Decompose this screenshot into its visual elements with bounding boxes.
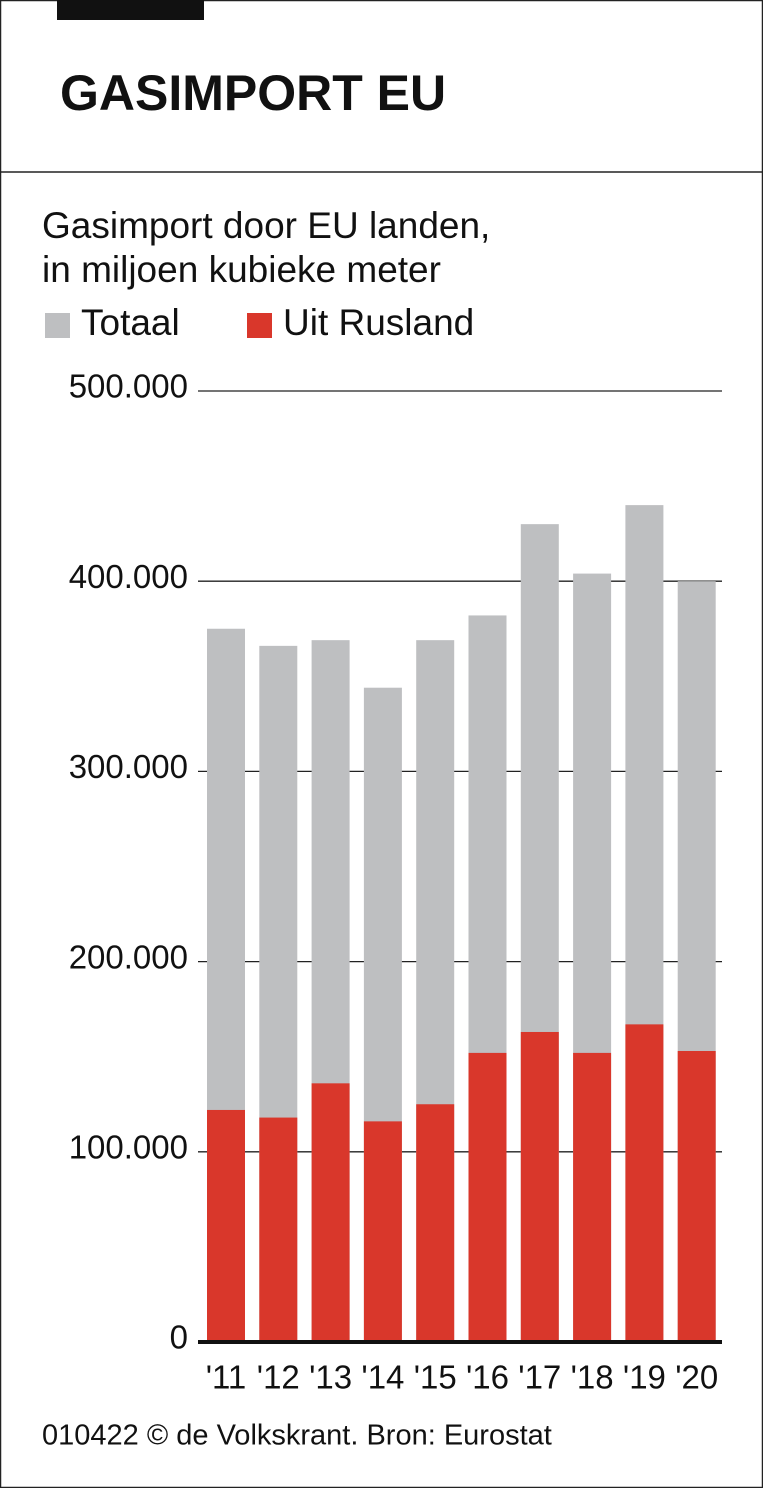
header-bar xyxy=(57,0,204,20)
x-tick-label: '20 xyxy=(675,1359,718,1396)
x-tick-label: '14 xyxy=(361,1359,404,1396)
subtitle: Gasimport door EU landen, xyxy=(42,205,490,246)
legend-swatch xyxy=(247,313,272,338)
bar xyxy=(363,1121,402,1342)
footer: 010422 © de Volkskrant. Bron: Eurostat xyxy=(42,1420,552,1452)
legend-swatch xyxy=(45,313,70,338)
y-tick-label: 200.000 xyxy=(69,938,188,975)
bar xyxy=(311,1083,350,1342)
x-tick-label: '17 xyxy=(518,1359,561,1396)
y-tick-label: 500.000 xyxy=(69,368,188,405)
legend-label: Totaal xyxy=(81,302,180,343)
bar xyxy=(573,1052,612,1342)
bar xyxy=(416,1104,455,1342)
y-tick-label: 100.000 xyxy=(69,1129,188,1166)
y-tick-label: 400.000 xyxy=(69,558,188,595)
x-tick-label: '19 xyxy=(623,1359,666,1396)
x-tick-label: '13 xyxy=(309,1359,352,1396)
subtitle: in miljoen kubieke meter xyxy=(42,249,441,290)
bar xyxy=(520,1031,559,1342)
bar xyxy=(625,1024,664,1342)
x-tick-label: '15 xyxy=(414,1359,457,1396)
chart-title: GASIMPORT EU xyxy=(60,65,446,121)
legend-label: Uit Rusland xyxy=(283,302,474,343)
x-tick-label: '12 xyxy=(257,1359,300,1396)
bar xyxy=(468,1052,507,1342)
y-tick-label: 300.000 xyxy=(69,748,188,785)
bar xyxy=(207,1109,245,1342)
x-tick-label: '16 xyxy=(466,1359,509,1396)
x-tick-label: '18 xyxy=(571,1359,614,1396)
bar xyxy=(677,1050,716,1342)
bar xyxy=(259,1117,298,1342)
x-tick-label: '11 xyxy=(206,1359,247,1396)
y-tick-label: 0 xyxy=(170,1319,188,1356)
